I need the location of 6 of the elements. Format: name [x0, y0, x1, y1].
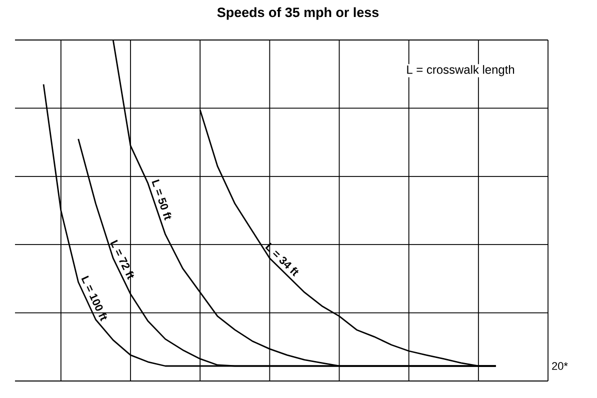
text: L = 72 ft — [110, 240, 134, 280]
text: L = 50 ft — [152, 179, 172, 220]
annotation: L = crosswalk length — [407, 65, 514, 76]
chart-title: Speeds of 35 mph or less — [217, 7, 379, 20]
text: L = 100 ft — [81, 276, 108, 322]
text: 20* — [552, 362, 568, 370]
